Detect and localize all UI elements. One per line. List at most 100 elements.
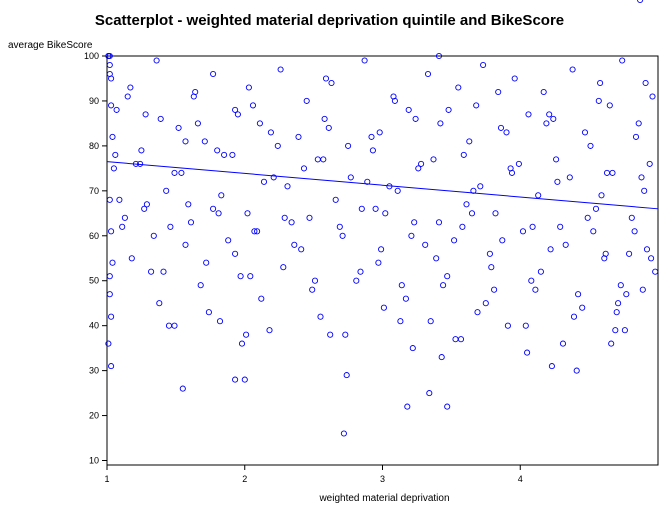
data-point <box>642 79 649 87</box>
data-point <box>244 210 251 217</box>
data-point <box>430 156 437 163</box>
data-point <box>303 97 310 104</box>
data-point <box>260 178 268 185</box>
data-point <box>559 340 567 347</box>
data-point <box>210 205 217 212</box>
data-point <box>108 228 115 235</box>
data-point <box>106 70 113 78</box>
data-point <box>435 219 443 226</box>
data-point <box>332 196 339 203</box>
data-point <box>543 120 550 127</box>
data-point <box>515 160 522 167</box>
data-point <box>524 349 531 356</box>
data-point <box>113 106 120 113</box>
data-point <box>119 223 126 230</box>
data-point <box>398 282 405 289</box>
data-point <box>343 372 350 379</box>
data-point <box>336 223 343 230</box>
data-point <box>595 97 602 104</box>
data-point <box>424 70 432 78</box>
data-point <box>165 322 173 329</box>
data-point <box>637 0 644 4</box>
data-point <box>353 277 360 284</box>
data-point <box>548 363 555 370</box>
data-point <box>468 210 476 217</box>
x-tick-label: 2 <box>242 474 247 484</box>
data-point <box>160 268 167 275</box>
data-point <box>444 403 451 410</box>
data-point <box>606 102 613 109</box>
data-point <box>488 264 495 271</box>
data-point <box>631 228 638 235</box>
data-point <box>347 174 354 181</box>
x-axis-label: weighted material deprivation <box>319 493 450 504</box>
data-point <box>288 219 295 226</box>
y-tick-label: 60 <box>89 231 99 241</box>
data-point <box>646 160 653 167</box>
data-point <box>507 165 514 172</box>
data-point <box>566 174 573 181</box>
data-point <box>466 138 473 145</box>
data-point <box>241 376 248 383</box>
data-point <box>435 52 443 60</box>
data-point <box>291 241 298 248</box>
data-point <box>342 331 349 338</box>
data-point <box>108 363 115 370</box>
data-point <box>266 327 273 334</box>
data-point <box>570 313 578 320</box>
data-point <box>473 102 480 109</box>
y-axis: 10 20 30 40 50 60 70 80 90 100 <box>84 51 107 466</box>
data-point <box>649 93 656 100</box>
data-points <box>105 0 659 437</box>
data-point <box>482 300 489 307</box>
data-point <box>325 124 332 131</box>
data-point <box>106 52 113 60</box>
data-point <box>124 93 131 100</box>
data-point <box>267 129 274 136</box>
data-point <box>128 255 135 262</box>
data-point <box>609 169 616 176</box>
data-point <box>156 300 163 307</box>
data-point <box>397 318 404 325</box>
data-point <box>369 147 376 154</box>
data-point <box>411 219 418 226</box>
regression-line <box>106 161 659 210</box>
data-point <box>225 237 232 244</box>
data-point <box>110 165 117 172</box>
data-point <box>274 142 281 149</box>
data-point <box>632 133 640 140</box>
data-point <box>427 318 434 325</box>
data-point <box>106 291 113 298</box>
data-point <box>457 336 465 343</box>
data-point <box>256 120 263 127</box>
data-point <box>229 151 236 158</box>
data-point <box>569 66 576 73</box>
data-point <box>163 187 170 194</box>
data-point <box>652 268 659 275</box>
data-point <box>320 156 327 163</box>
data-point <box>492 210 499 217</box>
data-point <box>148 268 155 275</box>
plot-frame <box>106 55 659 466</box>
y-tick-label: 70 <box>89 186 99 196</box>
data-point <box>281 214 288 221</box>
data-point <box>613 309 620 316</box>
data-point <box>182 138 189 145</box>
data-point <box>477 183 484 190</box>
data-point <box>451 237 458 244</box>
data-point <box>405 106 412 113</box>
data-point <box>382 210 389 217</box>
regression-line-group <box>106 161 659 210</box>
data-point <box>619 57 626 64</box>
data-point <box>221 151 228 158</box>
data-point <box>251 228 258 235</box>
data-point <box>179 385 186 392</box>
data-point <box>497 124 505 131</box>
data-point <box>528 277 535 284</box>
data-point <box>648 255 655 262</box>
data-point <box>108 102 115 109</box>
data-point <box>201 138 208 145</box>
data-point <box>584 214 591 221</box>
data-point <box>535 192 542 199</box>
y-tick-label: 30 <box>89 366 99 376</box>
